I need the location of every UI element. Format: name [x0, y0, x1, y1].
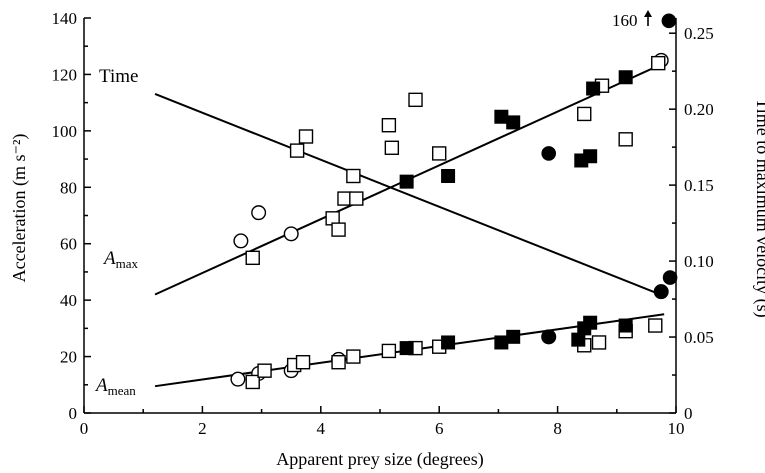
filled-circle-point: [662, 270, 678, 285]
filled-square-point: [399, 341, 414, 356]
filled-square-point: [441, 169, 456, 183]
amax-line-label: Amax: [102, 248, 138, 271]
filled-square-point: [494, 109, 509, 124]
fit-line-time: [154, 93, 665, 297]
filled-square-point: [618, 70, 633, 85]
axes: 0 2 4 6 8 1002040608010012014000.050.100.150.…: [52, 9, 714, 438]
offscale-note: 160: [612, 11, 638, 30]
y-right-tick-label: 0.15: [684, 176, 714, 195]
x-tick-label: 0: [80, 419, 89, 438]
filled-square-point: [441, 335, 456, 350]
filled-square-point: [586, 81, 601, 96]
filled-circle-point: [541, 329, 557, 345]
y-right-tick-label: 0: [684, 404, 693, 423]
open-square-point: [295, 355, 311, 370]
y-axis-right-title: Time to maximum velocity (s): [752, 98, 765, 317]
y-left-tick-label: 100: [52, 122, 78, 141]
filled-square-point: [618, 318, 633, 333]
y-left-tick-label: 0: [69, 404, 78, 423]
up-arrow-icon: [644, 10, 652, 26]
open-square-point: [257, 363, 272, 378]
open-square-point: [408, 92, 423, 108]
amean-line-label: Amean: [94, 375, 136, 398]
open-square-point: [618, 132, 633, 147]
open-square-point: [648, 318, 663, 333]
open-square-point: [651, 55, 666, 71]
y-axis-left-title: Acceleration (m s⁻²): [9, 134, 30, 283]
x-tick-label: 4: [317, 419, 326, 438]
open-square-point: [384, 140, 400, 155]
open-square-point: [577, 106, 592, 122]
open-square-point: [245, 250, 260, 266]
filled-square-point: [583, 315, 598, 330]
y-left-tick-label: 140: [52, 9, 78, 28]
y-left-tick-label: 20: [60, 348, 77, 367]
open-circle-point: [283, 226, 299, 242]
filled-circle-point: [661, 13, 677, 29]
open-circle-point: [233, 233, 249, 249]
open-square-point: [349, 191, 364, 206]
open-square-point: [331, 222, 346, 237]
open-square-point: [591, 335, 607, 350]
filled-square-point: [583, 149, 598, 164]
open-square-point: [381, 118, 397, 133]
open-square-point: [331, 355, 346, 370]
filled-square-point: [494, 335, 509, 350]
filled-circle-point: [541, 146, 557, 161]
open-square-point: [298, 129, 314, 144]
open-square-point: [346, 349, 361, 364]
filled-square-point: [399, 174, 414, 189]
open-circle-point: [230, 371, 246, 387]
filled-circle-point: [653, 284, 669, 299]
open-square-point: [381, 343, 397, 359]
x-tick-label: 8: [553, 419, 562, 438]
y-right-tick-label: 0.10: [684, 252, 714, 271]
amax-label-main: A: [102, 248, 116, 269]
time-line-label: Time: [99, 66, 138, 87]
y-right-tick-label: 0.20: [684, 100, 714, 119]
x-tick-label: 10: [668, 419, 685, 438]
filled-square-point: [506, 115, 521, 130]
y-right-tick-label: 0.05: [684, 328, 714, 347]
y-left-tick-label: 40: [60, 291, 77, 310]
filled-square-point: [506, 329, 521, 344]
data-points: [230, 13, 678, 390]
y-right-tick-label: 0.25: [684, 24, 714, 43]
amean-label-sub: mean: [108, 383, 137, 398]
y-left-tick-label: 120: [52, 65, 78, 84]
x-axis-title: Apparent prey size (degrees): [276, 449, 483, 470]
x-tick-label: 6: [435, 419, 444, 438]
amax-label-sub: max: [116, 256, 139, 271]
y-left-tick-label: 60: [60, 235, 77, 254]
open-square-point: [346, 168, 361, 184]
open-circle-point: [251, 205, 267, 221]
open-square-point: [337, 191, 352, 206]
amean-label-main: A: [94, 375, 108, 396]
open-square-point: [432, 146, 447, 161]
y-left-tick-label: 80: [60, 178, 77, 197]
x-tick-label: 2: [198, 419, 207, 438]
open-square-point: [245, 374, 260, 390]
open-square-point: [289, 143, 305, 158]
